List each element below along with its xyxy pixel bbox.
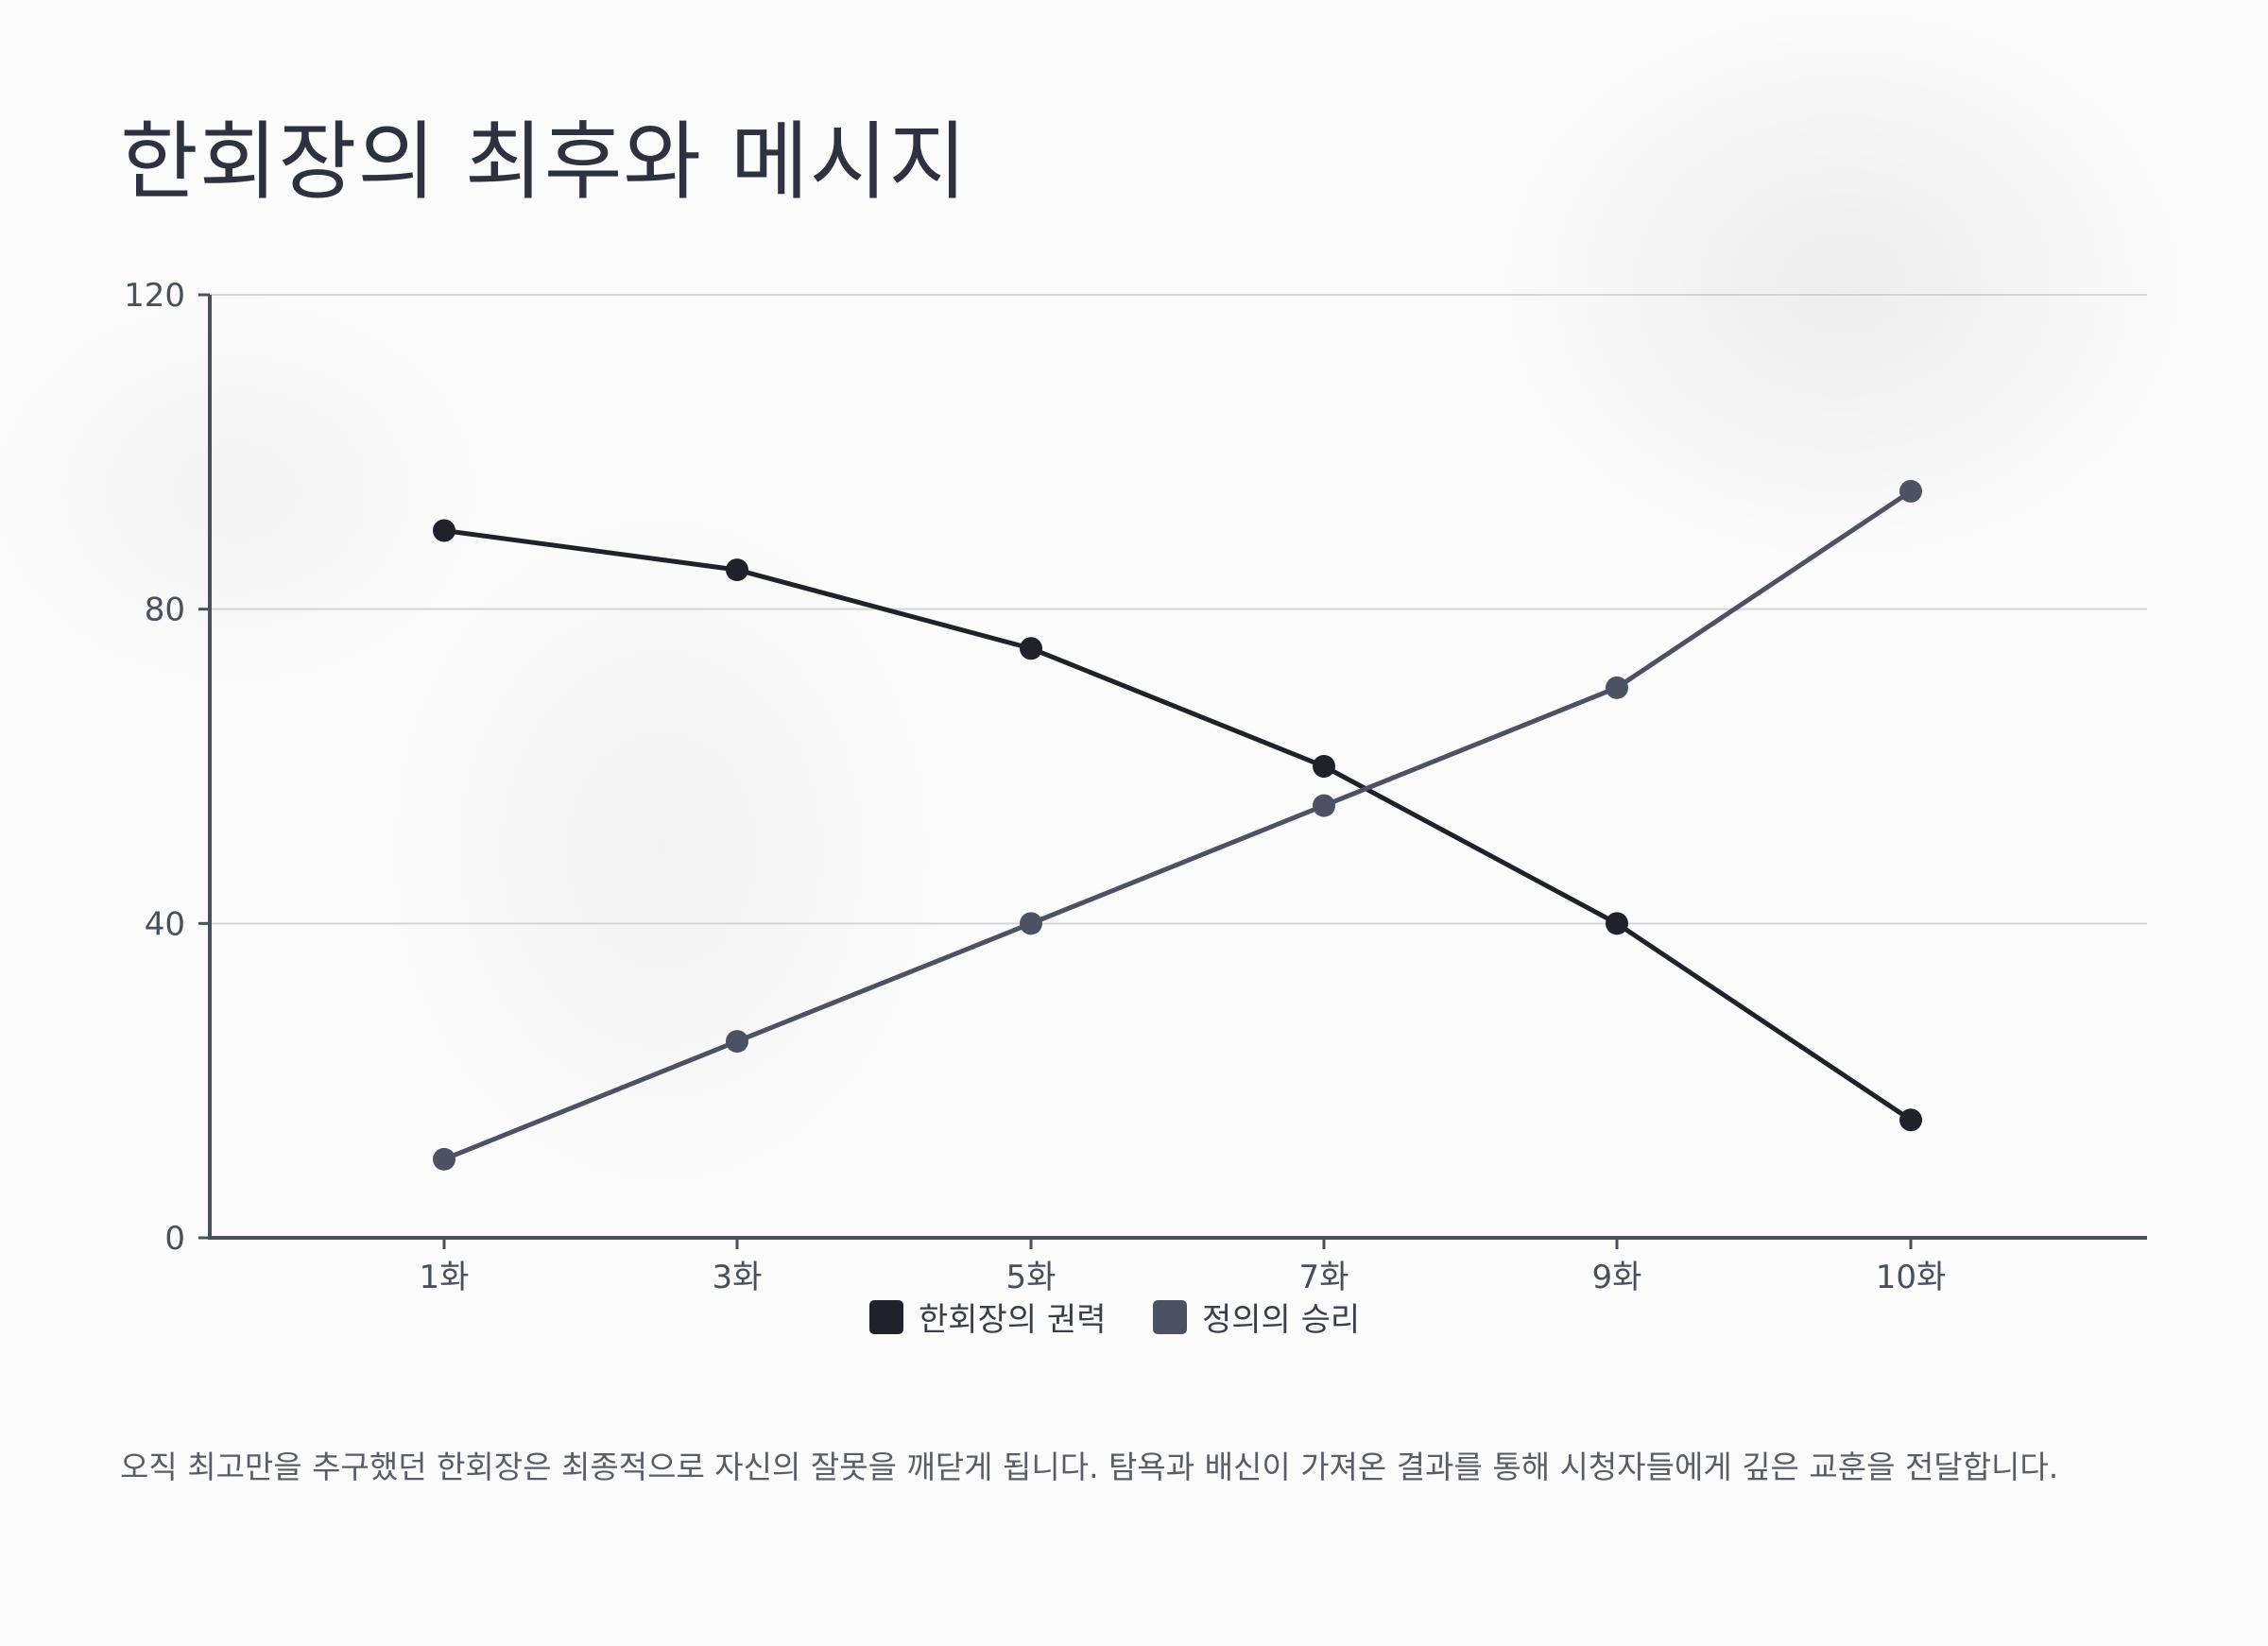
y-tick-label: 40	[145, 905, 185, 943]
x-tick-label: 7화	[1299, 1259, 1349, 1296]
x-tick-label: 10화	[1876, 1259, 1947, 1296]
y-tick-label: 0	[164, 1220, 185, 1258]
grid-lines	[210, 294, 2147, 925]
data-point	[1899, 479, 1922, 503]
data-point	[1313, 794, 1335, 817]
data-point	[1606, 676, 1628, 699]
legend: 한회장의 권력 정의의 승리	[869, 1300, 1360, 1339]
legend-swatch	[869, 1300, 903, 1334]
data-point	[433, 519, 455, 542]
series-line-2	[441, 489, 1914, 1162]
x-tick-label: 5화	[1006, 1259, 1057, 1296]
y-tick-label: 120	[124, 277, 185, 315]
data-point	[433, 1147, 455, 1171]
x-tick-label: 1화	[420, 1259, 470, 1296]
series-line-1	[441, 528, 1914, 1123]
page-title: 한회장의 최후와 메시지	[120, 112, 969, 212]
data-point	[726, 558, 748, 582]
axes: 0 40 80 120 1화 3화 5화 7화 9화 10화	[124, 277, 2147, 1296]
data-point	[726, 1030, 748, 1054]
legend-label: 정의의 승리	[1202, 1301, 1360, 1339]
x-tick-label: 9화	[1592, 1259, 1642, 1296]
line-chart: 0 40 80 120 1화 3화 5화 7화 9화 10화 한회장의 권력 정의의 승리	[124, 277, 2147, 1339]
series-group	[433, 479, 1922, 1171]
data-point	[1313, 755, 1335, 778]
data-point	[1606, 912, 1628, 935]
description-text: 오직 최고만을 추구했던 한회장은 최종적으로 자신의 잘못을 깨닫게 됩니다.…	[120, 1449, 2059, 1485]
data-point	[1020, 637, 1042, 660]
legend-swatch	[1153, 1300, 1187, 1334]
x-tick-label: 3화	[713, 1259, 763, 1296]
data-point	[1020, 912, 1042, 935]
y-tick-label: 80	[145, 592, 185, 629]
legend-label: 한회장의 권력	[919, 1301, 1107, 1339]
data-point	[1899, 1108, 1922, 1132]
